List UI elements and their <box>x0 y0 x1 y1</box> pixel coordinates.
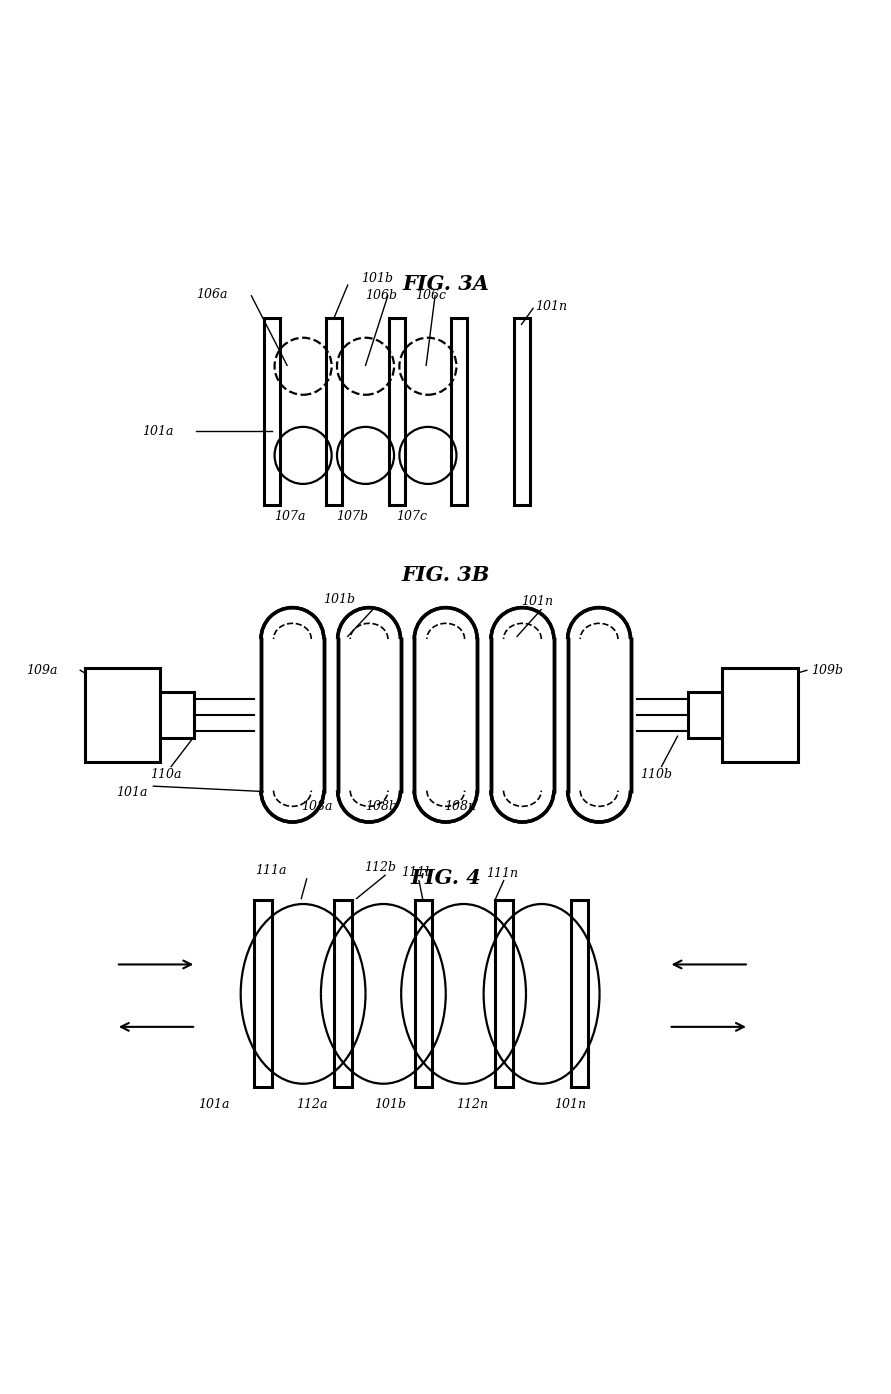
Bar <box>722 668 797 761</box>
Bar <box>264 318 280 506</box>
Bar <box>339 638 398 790</box>
Bar <box>85 668 160 761</box>
Text: FIG. 3A: FIG. 3A <box>402 273 489 294</box>
Text: 106c: 106c <box>415 290 446 302</box>
Text: 112a: 112a <box>296 1098 328 1111</box>
Text: 110b: 110b <box>640 768 672 781</box>
Bar <box>569 638 628 790</box>
Text: 111b: 111b <box>401 866 433 878</box>
Text: 101a: 101a <box>116 786 148 799</box>
Text: 101b: 101b <box>374 1098 406 1111</box>
Text: 108a: 108a <box>301 800 333 814</box>
Text: 101a: 101a <box>143 425 174 438</box>
Text: 112b: 112b <box>364 860 396 874</box>
Text: 112n: 112n <box>456 1098 488 1111</box>
Text: 107a: 107a <box>274 510 306 523</box>
Text: 108n: 108n <box>444 800 476 814</box>
Bar <box>334 901 352 1087</box>
Bar <box>513 318 529 506</box>
Bar <box>688 691 722 737</box>
Bar <box>160 691 194 737</box>
Text: 101n: 101n <box>521 595 553 608</box>
Text: 109a: 109a <box>27 664 58 676</box>
Text: 101n: 101n <box>535 300 567 314</box>
Text: 101b: 101b <box>361 272 393 286</box>
Text: 101b: 101b <box>323 592 355 606</box>
Text: 106a: 106a <box>196 287 227 301</box>
Text: FIG. 3B: FIG. 3B <box>401 565 490 585</box>
Bar <box>451 318 467 506</box>
Text: 110a: 110a <box>150 768 181 781</box>
Text: 111n: 111n <box>486 867 518 880</box>
Bar <box>388 318 405 506</box>
Bar <box>254 901 272 1087</box>
Text: 101n: 101n <box>554 1098 586 1111</box>
Text: 107c: 107c <box>396 510 427 523</box>
Bar <box>416 638 475 790</box>
Bar <box>254 638 637 790</box>
Text: 111a: 111a <box>256 864 287 877</box>
Bar <box>414 901 432 1087</box>
Text: 101a: 101a <box>199 1098 230 1111</box>
Text: 109b: 109b <box>811 664 843 676</box>
Text: 107b: 107b <box>336 510 368 523</box>
Bar <box>570 901 588 1087</box>
Text: 106b: 106b <box>365 290 397 302</box>
Bar <box>263 638 322 790</box>
Bar <box>495 901 512 1087</box>
Bar <box>326 318 342 506</box>
Bar <box>493 638 552 790</box>
Text: 108b: 108b <box>365 800 397 814</box>
Text: FIG. 4: FIG. 4 <box>410 868 481 888</box>
